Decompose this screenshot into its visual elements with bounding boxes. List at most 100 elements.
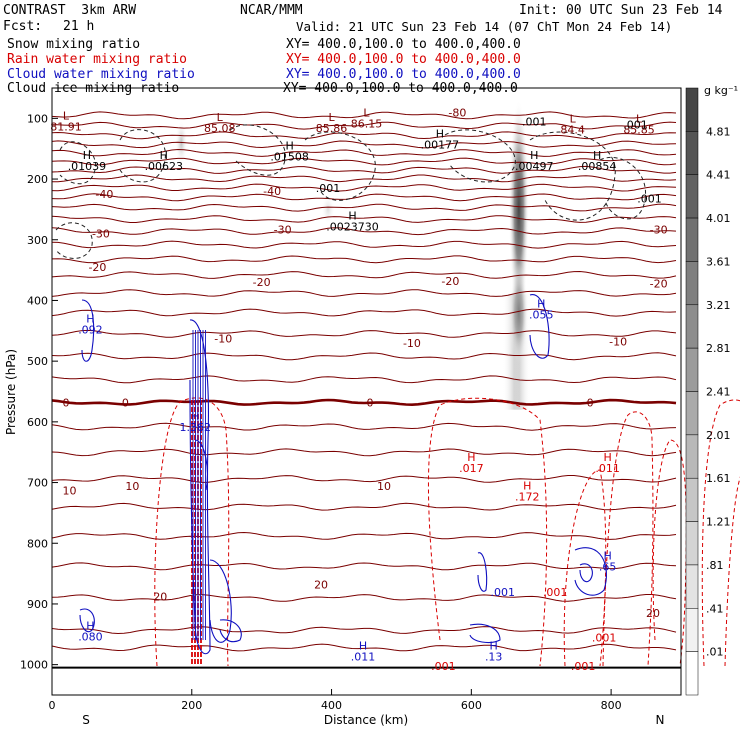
contour-value-label: .001 (592, 631, 617, 644)
extremum-letter: H (530, 149, 538, 162)
colorbar-level-label: 1.21 (706, 516, 731, 529)
x-tick-label: 400 (321, 699, 342, 712)
y-tick-label: 300 (27, 234, 48, 247)
cloud-ice-contour (529, 131, 616, 221)
extremum-letter: L (570, 112, 577, 125)
colorbar-swatch (685, 477, 699, 522)
rain-water-contours (154, 397, 740, 667)
contour-value-label: .001 (316, 182, 341, 195)
snow-core-lower (509, 262, 528, 363)
extremum-value: .00854 (578, 160, 617, 173)
isotherm-label: -80 (448, 106, 466, 119)
extremum-letter: H (593, 149, 601, 162)
isotherm-line (51, 531, 677, 540)
extremum-letter: H (467, 451, 475, 464)
isotherm-line (51, 502, 677, 511)
extremum-value: .080 (78, 630, 103, 643)
isotherm-line (51, 422, 677, 431)
y-tick-label: 100 (27, 112, 48, 125)
rain-water-contour (652, 439, 687, 667)
field-cloudwater-name: Cloud water mixing ratio (7, 67, 195, 82)
colorbar-level-label: 3.61 (706, 255, 731, 268)
cloud-water-contours (79, 294, 607, 655)
isotherm-line (51, 255, 677, 264)
isotherm-label: -10 (214, 333, 232, 346)
isotherm-line (52, 121, 677, 130)
contour-value-label: .001 (623, 118, 648, 131)
forecast-label: Fcst: (3, 19, 43, 34)
extremum-value: 1.362 (180, 421, 212, 434)
isotherm-line (51, 193, 677, 202)
isotherm-line (51, 329, 677, 338)
colorbar-level-label: 3.21 (706, 299, 731, 312)
rain-water-contour (154, 397, 230, 667)
y-tick-label: 700 (27, 477, 48, 490)
colorbar-level-label: 1.61 (706, 472, 731, 485)
cloud-ice-contour (119, 129, 166, 183)
extremum-letter: H (537, 298, 545, 311)
isotherm-label: -10 (609, 336, 627, 349)
colorbar-level-label: 4.01 (706, 212, 731, 225)
isotherm-line (51, 215, 677, 223)
extremum-value: 85.86 (316, 122, 348, 135)
extremum-value: .092 (78, 324, 103, 337)
isotherm-line (51, 227, 677, 236)
extremum-value: 81.91 (50, 120, 82, 133)
rain-water-contour (427, 397, 548, 667)
colorbar-level-label: .81 (706, 559, 724, 572)
snow-mixing-ratio-shading (175, 99, 531, 410)
plot-frame (51, 87, 682, 696)
contour-value-label: .001 (637, 192, 662, 205)
extremum-letter: H (83, 149, 91, 162)
extremum-letter: H (436, 128, 444, 141)
isotherm-line (51, 148, 677, 157)
y-tick-label: 500 (27, 355, 48, 368)
colorbar-swatch (685, 174, 699, 219)
contour-value-label: .001 (491, 586, 516, 599)
extremum-value: 84.4 (560, 123, 585, 136)
extremum-letter: H (348, 210, 356, 223)
y-tick-label: 900 (27, 598, 48, 611)
isotherm-line (51, 475, 677, 483)
extremum-value: 85.85 (623, 123, 655, 136)
cloud-water-contour (209, 559, 232, 643)
temperature-isotherms (51, 111, 681, 669)
cloud-water-contour (574, 547, 607, 596)
cloud-ice-dashed-contours (55, 124, 646, 259)
x-left-end-label: S (82, 713, 90, 727)
y-tick-label: 1000 (20, 659, 48, 672)
colorbar-level-label: .41 (706, 602, 724, 615)
colorbar-swatch (685, 434, 699, 479)
extremum-value: .011 (595, 462, 620, 475)
cloud-ice-contour (444, 129, 516, 183)
extremum-value: 86.15 (351, 117, 383, 130)
isotherm-label: -30 (92, 228, 110, 241)
extremum-value: 85.08 (204, 122, 236, 135)
isotherm-label: 20 (646, 607, 660, 620)
extremum-letter: H (603, 549, 611, 562)
isotherm-label: -40 (95, 188, 113, 201)
forecast-value: 21 h (63, 19, 95, 34)
isotherm-label: 10 (377, 480, 391, 493)
x-tick-label: 0 (49, 699, 56, 712)
isotherm-line (51, 289, 677, 297)
isotherm-label: 0 (62, 396, 69, 409)
isotherm-label: 0 (587, 396, 594, 409)
extremum-letter: L (363, 106, 370, 119)
cloud-water-contour (81, 299, 95, 362)
extremum-letter: H (285, 140, 293, 153)
isotherm-label: -10 (403, 337, 421, 350)
isotherm-label: -20 (88, 261, 106, 274)
cloud-ice-contour (229, 124, 286, 176)
extremum-letter: H (359, 639, 367, 652)
contour-value-label: .001 (571, 660, 596, 673)
field-snow-name: Snow mixing ratio (7, 37, 141, 52)
colorbar-swatch (685, 304, 699, 349)
x-right-end-label: N (656, 713, 665, 727)
colorbar-swatch (685, 131, 699, 175)
isotherm-label: 20 (314, 579, 328, 592)
rain-water-contour (724, 476, 740, 667)
cloud-water-contour (469, 623, 501, 644)
colorbar: 4.81 4.41 4.01 3.61 3.21 2.81 2.41 2.01 1.61 1.21… (685, 87, 731, 696)
cloud-water-contour (477, 552, 488, 592)
